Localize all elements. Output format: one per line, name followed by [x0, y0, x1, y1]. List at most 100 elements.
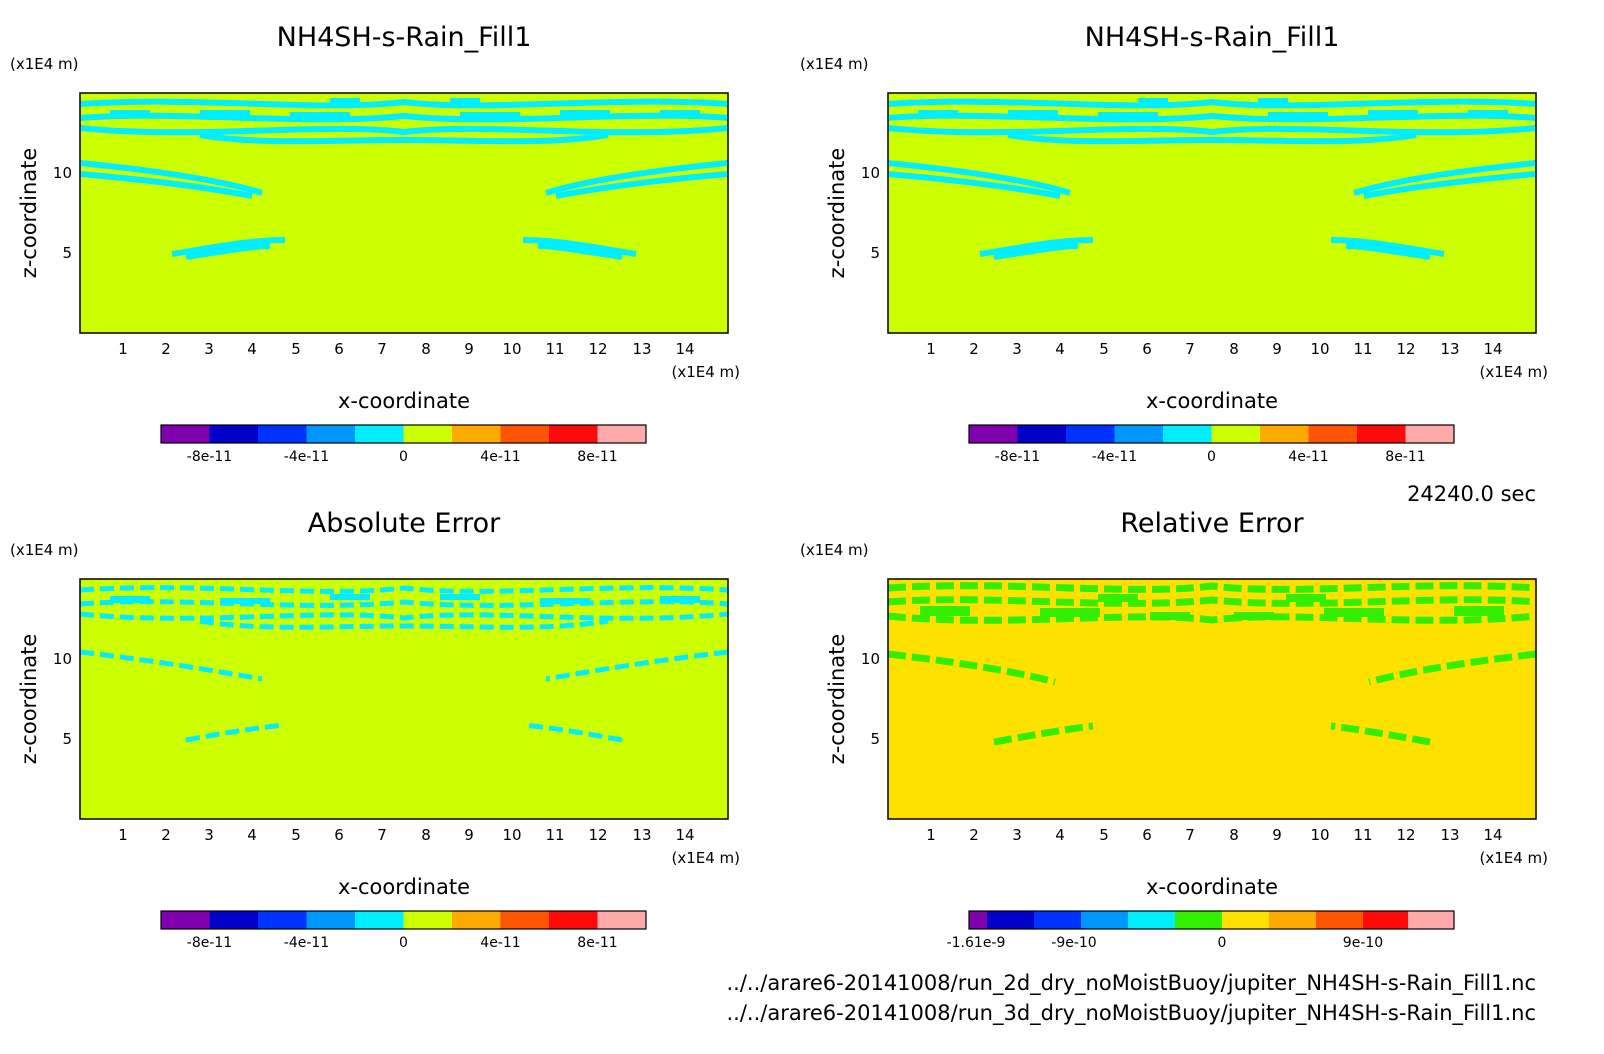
colorbar-frame: [160, 424, 647, 444]
panel-2: Absolute Error (x1E4 m) 1 2: [10, 508, 740, 951]
x-axis-label: x-coordinate: [338, 875, 470, 899]
contour-blobs: [920, 594, 1504, 620]
x-tick-label: 7: [377, 340, 387, 358]
x-tick-label: 8: [421, 826, 431, 844]
y-axis-label: z-coordinate: [17, 148, 41, 279]
field-background: [80, 579, 728, 819]
x-tick-label: 5: [291, 340, 301, 358]
x-tick-label: 6: [1142, 826, 1152, 844]
x-tick-label: 4: [247, 826, 257, 844]
y-tick-label: 5: [870, 244, 880, 262]
file-path-label: ../../arare6-20141008/run_2d_dry_noMoist…: [726, 971, 1536, 996]
colorbar-label: -1.61e-9: [947, 935, 1006, 951]
colorbar-label: -8e-11: [187, 935, 232, 951]
x-unit-label: (x1E4 m): [671, 363, 740, 381]
colorbar-swatch: [209, 425, 258, 443]
colorbar: -8e-11 -4e-11 0 4e-11 8e-11: [968, 424, 1455, 465]
field-3: [888, 579, 1536, 819]
x-tick-label: 12: [588, 826, 607, 844]
y-unit-label: (x1E4 m): [10, 541, 79, 559]
y-axis-label: z-coordinate: [825, 148, 849, 279]
x-tick-label: 7: [1185, 826, 1195, 844]
colorbar-swatch: [161, 911, 210, 929]
panel-title: NH4SH-s-Rain_Fill1: [1085, 22, 1340, 53]
panel-0: NH4SH-s-Rain_Fill1 (x1E4 m): [10, 22, 740, 465]
time-label: 24240.0 sec: [1407, 482, 1536, 506]
colorbar-frame: [968, 424, 1455, 444]
colorbar-swatch: [1034, 911, 1081, 929]
colorbar-swatch: [1211, 425, 1260, 443]
colorbar-swatch: [549, 425, 598, 443]
x-axis-label: x-coordinate: [1146, 875, 1278, 899]
x-tick-label: 4: [1055, 340, 1065, 358]
colorbar-swatch: [597, 425, 646, 443]
colorbar-swatch: [403, 911, 452, 929]
colorbar-swatch: [987, 911, 1034, 929]
panel-title: Relative Error: [1120, 508, 1304, 539]
x-tick-label: 14: [1483, 340, 1502, 358]
colorbar-swatch: [258, 911, 307, 929]
plot-frame: [887, 578, 1537, 820]
x-ticks: 1 2 3 4 5 6 7 8 9 10 11 12 13 14: [926, 340, 1502, 358]
x-ticks: 1 2 3 4 5 6 7 8 9 10 11 12 13 14: [118, 826, 694, 844]
field-1: [888, 93, 1536, 333]
x-unit-label: (x1E4 m): [1479, 849, 1548, 867]
colorbar-swatch: [1066, 425, 1115, 443]
colorbar-label: -4e-11: [1092, 449, 1137, 465]
x-tick-label: 12: [1396, 340, 1415, 358]
colorbar-swatch: [500, 425, 549, 443]
colorbar-swatch: [1128, 911, 1175, 929]
colorbar-swatch: [500, 911, 549, 929]
x-ticks: 1 2 3 4 5 6 7 8 9 10 11 12 13 14: [118, 340, 694, 358]
colorbar: -8e-11 -4e-11 0 4e-11 8e-11: [160, 424, 647, 465]
x-tick-label: 13: [632, 826, 651, 844]
plot-frame: [79, 92, 729, 334]
colorbar-swatch: [1163, 425, 1212, 443]
colorbar-swatch: [355, 425, 404, 443]
x-tick-label: 6: [334, 826, 344, 844]
colorbar-swatch: [1175, 911, 1222, 929]
colorbar-swatches: [969, 425, 1454, 443]
panel-3: Relative Error (x1E4 m) 1 2: [800, 508, 1548, 951]
colorbar-swatch: [452, 425, 501, 443]
x-tick-label: 5: [1099, 826, 1109, 844]
colorbar-swatch: [258, 425, 307, 443]
file-paths: ../../arare6-20141008/run_2d_dry_noMoist…: [726, 971, 1536, 1026]
x-unit-label: (x1E4 m): [671, 849, 740, 867]
colorbar-swatch: [1114, 425, 1163, 443]
colorbar-label: 9e-10: [1343, 935, 1383, 951]
x-tick-label: 9: [464, 340, 474, 358]
x-ticks: 1 2 3 4 5 6 7 8 9 10 11 12 13 14: [926, 826, 1502, 844]
x-tick-label: 13: [1440, 340, 1459, 358]
x-tick-label: 10: [1310, 340, 1329, 358]
x-tick-label: 13: [632, 340, 651, 358]
x-tick-label: 13: [1440, 826, 1459, 844]
colorbar-swatch: [1017, 425, 1066, 443]
colorbar-swatch: [1081, 911, 1128, 929]
y-axis-label: z-coordinate: [17, 634, 41, 765]
x-tick-label: 3: [1012, 826, 1022, 844]
colorbar-label: 0: [1207, 449, 1216, 465]
colorbar-label: -8e-11: [995, 449, 1040, 465]
x-tick-label: 3: [1012, 340, 1022, 358]
x-tick-label: 8: [1229, 826, 1239, 844]
x-tick-label: 10: [1310, 826, 1329, 844]
x-tick-label: 5: [291, 826, 301, 844]
panel-title: Absolute Error: [308, 508, 501, 539]
colorbar-label: 0: [399, 449, 408, 465]
x-tick-label: 11: [545, 826, 564, 844]
colorbar-swatches: [161, 425, 646, 443]
colorbar-label: 0: [1218, 935, 1227, 951]
colorbar-label: 8e-11: [577, 449, 617, 465]
x-tick-label: 2: [161, 826, 171, 844]
x-tick-label: 14: [1483, 826, 1502, 844]
contour-bands: [80, 98, 728, 260]
contour-bands: [888, 582, 1536, 746]
contour-bands: [80, 585, 728, 743]
colorbar-swatch: [355, 911, 404, 929]
colorbar-swatch: [597, 911, 646, 929]
y-tick-label: 5: [62, 730, 72, 748]
x-tick-label: 9: [1272, 826, 1282, 844]
x-tick-label: 7: [1185, 340, 1195, 358]
